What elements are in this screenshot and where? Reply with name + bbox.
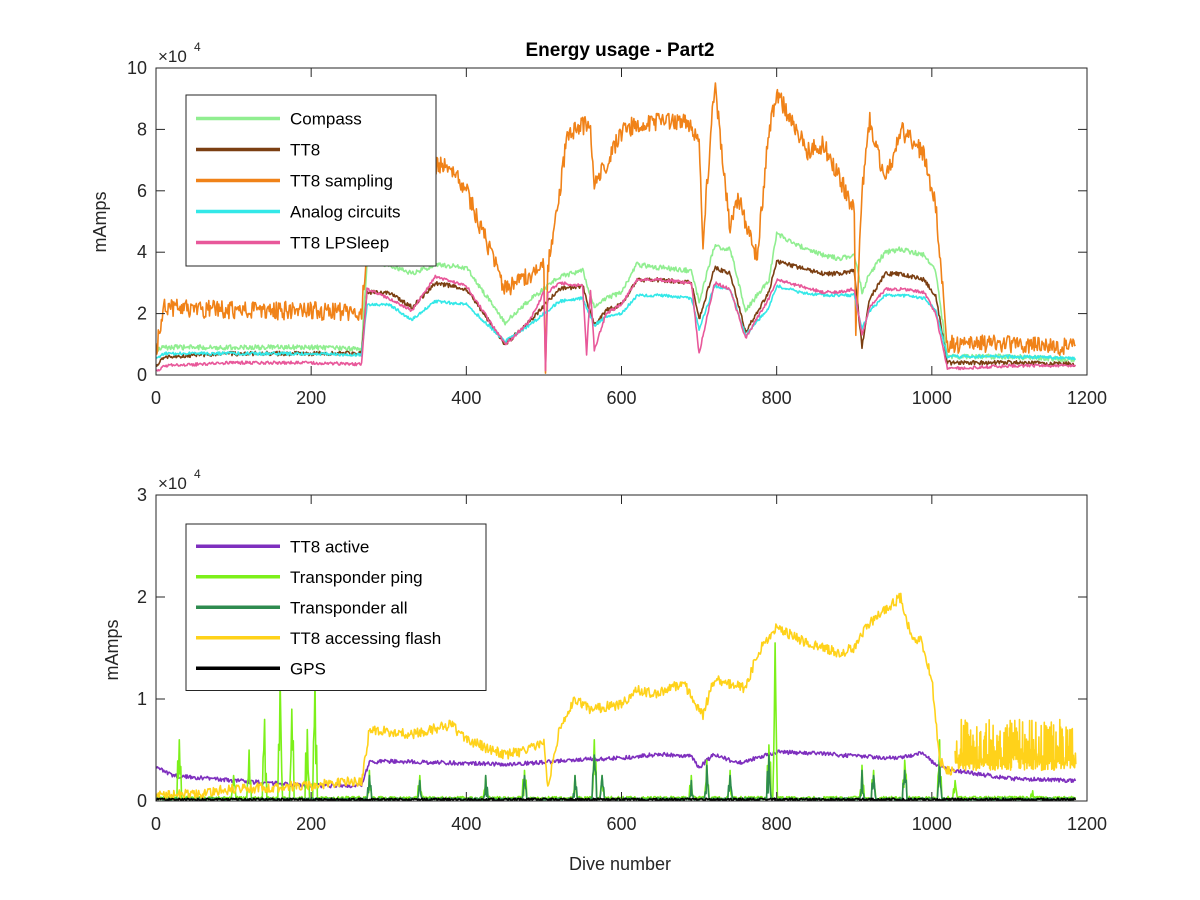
y-tick-label: 3 — [137, 485, 147, 505]
bottom-plot-exponent-power: 4 — [194, 467, 201, 481]
x-tick-label: 0 — [151, 388, 161, 408]
series-group — [156, 82, 1077, 374]
bottom-plot-xlabel: Dive number — [569, 854, 671, 874]
top-plot-title: Energy usage - Part2 — [525, 40, 714, 61]
y-tick-label: 1 — [137, 689, 147, 709]
x-tick-label: 0 — [151, 814, 161, 834]
legend: Compass TT8 TT8 sampling Analog circuits TT8… — [185, 94, 437, 267]
x-tick-label: 1000 — [912, 814, 952, 834]
x-tick-label: 1200 — [1067, 814, 1107, 834]
y-tick-label: 6 — [137, 181, 147, 201]
x-tick-label: 200 — [296, 814, 326, 834]
series-line-analog-circuits — [156, 283, 1076, 361]
y-tick-label: 2 — [137, 587, 147, 607]
y-tick-label: 0 — [137, 791, 147, 811]
x-tick-label: 800 — [762, 388, 792, 408]
y-tick-label: 2 — [137, 304, 147, 324]
x-tick-label: 400 — [451, 814, 481, 834]
top-plot-exponent-base: ×10 — [158, 47, 187, 66]
legend-label: TT8 — [290, 141, 320, 160]
legend-label: GPS — [290, 659, 326, 678]
series-group — [156, 592, 1077, 801]
legend-label: Transponder all — [290, 598, 408, 617]
series-line-compass — [156, 231, 1077, 363]
bottom-plot-exponent-base: ×10 — [158, 474, 187, 493]
legend: TT8 active Transponder ping Transponder al… — [185, 523, 487, 691]
y-tick-label: 0 — [137, 365, 147, 385]
y-tick-label: 4 — [137, 242, 147, 262]
series-line-gps — [156, 797, 1077, 801]
energy-bottom-plot: mAmps Dive number ×10 4 0 200 400 600 800 100… — [102, 467, 1107, 874]
bottom-plot-ylabel: mAmps — [102, 619, 122, 680]
top-plot-exponent-power: 4 — [194, 40, 201, 54]
series-line-band — [954, 718, 1077, 772]
x-tick-label: 400 — [451, 388, 481, 408]
top-plot-exponent: ×10 4 — [158, 40, 201, 66]
x-tick-label: 1200 — [1067, 388, 1107, 408]
legend-label: Compass — [290, 110, 362, 129]
legend-label: Transponder ping — [290, 568, 423, 587]
series-line-tt8-lpsleep — [156, 274, 1077, 372]
y-tick-label: 10 — [127, 58, 147, 78]
x-tick-label: 200 — [296, 388, 326, 408]
legend-label: TT8 LPSleep — [290, 234, 389, 253]
series-line-tt8-accessing-flash — [156, 592, 956, 801]
y-tick-label: 8 — [137, 119, 147, 139]
top-plot-ylabel: mAmps — [90, 191, 110, 252]
legend-label: Analog circuits — [290, 203, 401, 222]
bottom-plot-exponent: ×10 4 — [158, 467, 201, 493]
energy-top-plot: Energy usage - Part2 mAmps ×10 4 0 200 400… — [90, 40, 1107, 408]
x-tick-label: 800 — [762, 814, 792, 834]
legend-label: TT8 active — [290, 537, 369, 556]
x-tick-label: 600 — [606, 814, 636, 834]
x-tick-label: 600 — [606, 388, 636, 408]
series-line-tt8-sampling — [156, 82, 1076, 374]
legend-label: TT8 sampling — [290, 172, 393, 191]
x-tick-label: 1000 — [912, 388, 952, 408]
legend-label: TT8 accessing flash — [290, 629, 441, 648]
